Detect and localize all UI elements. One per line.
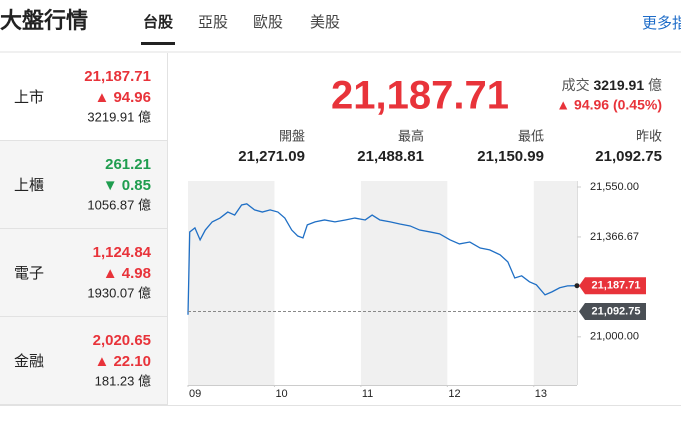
index-value: 2,020.65	[93, 332, 151, 349]
volume-value: 3219.91	[594, 77, 645, 93]
index-row[interactable]	[0, 141, 167, 228]
price-tag-label: 21,092.75	[592, 305, 641, 317]
index-change: ▲ 22.10	[94, 353, 151, 370]
volume-label: 成交	[562, 77, 590, 93]
stat-label: 最低	[518, 128, 544, 143]
stat-value: 21,092.75	[595, 148, 662, 165]
index-row[interactable]	[0, 53, 167, 140]
big-price: 21,187.71	[331, 74, 509, 118]
price-tag	[579, 277, 646, 295]
price-tag-label: 21,187.71	[592, 280, 641, 292]
index-volume: 181.23 億	[95, 373, 151, 388]
x-tick-label: 13	[535, 388, 547, 400]
y-tick-label: 21,366.67	[590, 231, 639, 243]
y-tick-label: 21,000.00	[590, 331, 639, 343]
index-value: 261.21	[105, 156, 151, 173]
tab-underline	[141, 42, 175, 45]
hour-band	[360, 181, 448, 385]
hour-band	[188, 181, 275, 385]
tab[interactable]: 美股	[310, 14, 340, 31]
index-row[interactable]	[0, 317, 167, 404]
y-tick-label: 21,550.00	[590, 181, 639, 193]
index-volume: 1930.07 億	[87, 285, 151, 300]
index-value: 21,187.71	[84, 68, 151, 85]
index-change: ▲ 4.98	[103, 265, 151, 282]
price-tag	[579, 303, 646, 321]
stat-value: 21,271.09	[238, 148, 305, 165]
index-value: 1,124.84	[93, 244, 152, 261]
hour-band	[533, 181, 577, 385]
stat-value: 21,150.99	[477, 148, 544, 165]
trade-volume: 成交 3219.91 億	[562, 77, 662, 93]
x-tick-label: 10	[275, 388, 287, 400]
widget-title: 大盤行情	[0, 8, 88, 33]
tab[interactable]: 歐股	[253, 14, 283, 31]
index-name: 電子	[14, 265, 44, 282]
more-link[interactable]: 更多指數	[642, 15, 681, 32]
tab[interactable]: 亞股	[198, 14, 228, 31]
stat-label: 開盤	[279, 128, 305, 143]
index-name: 上市	[14, 89, 44, 106]
index-change: ▼ 0.85	[103, 177, 151, 194]
stat-label: 最高	[398, 128, 424, 143]
quote-change: ▲ 94.96 (0.45%)	[556, 97, 662, 113]
last-point	[574, 283, 580, 289]
stat-label: 昨收	[636, 128, 662, 143]
index-change: ▲ 94.96	[94, 89, 151, 106]
x-tick-label: 11	[362, 388, 373, 400]
index-name: 上櫃	[14, 177, 44, 194]
index-volume: 1056.87 億	[87, 197, 151, 212]
price-line	[187, 203, 578, 315]
x-tick-label: 09	[189, 388, 201, 400]
volume-unit: 億	[648, 77, 662, 93]
index-volume: 3219.91 億	[87, 109, 151, 124]
stat-value: 21,488.81	[357, 148, 424, 165]
tab[interactable]: 台股	[143, 13, 174, 31]
index-row[interactable]	[0, 229, 167, 316]
x-tick-label: 12	[448, 388, 460, 400]
index-name: 金融	[14, 353, 44, 370]
